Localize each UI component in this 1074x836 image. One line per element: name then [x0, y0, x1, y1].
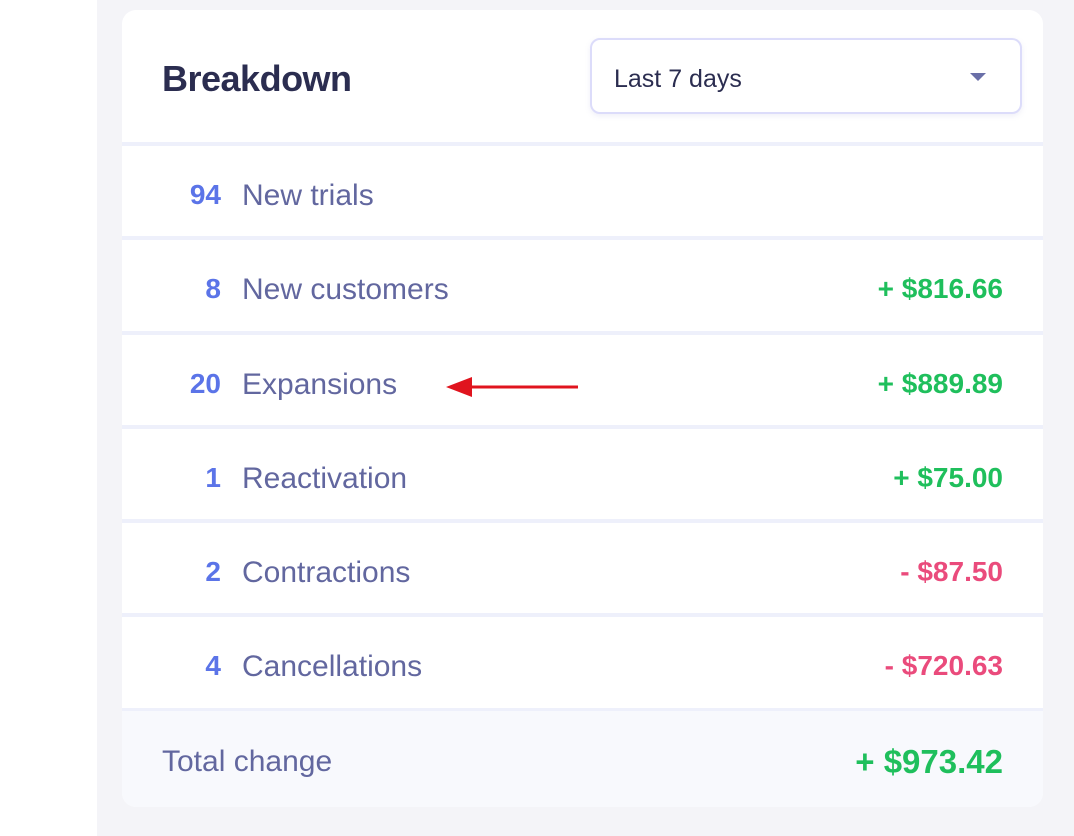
row-count: 20 — [189, 367, 221, 399]
row-amount: - $720.63 — [884, 650, 1003, 682]
row-label: New trials — [242, 179, 374, 212]
row-count: 2 — [205, 556, 221, 588]
row-count: 1 — [205, 461, 221, 493]
row-label: Reactivation — [242, 461, 408, 495]
breakdown-row-cancellations[interactable]: 4 Cancellations - $720.63 — [122, 617, 1043, 712]
breakdown-row-reactivation[interactable]: 1 Reactivation + $75.00 — [122, 429, 1043, 524]
period-select-value: Last 7 days — [614, 65, 742, 93]
row-label: New customers — [242, 273, 449, 307]
breakdown-row-contractions[interactable]: 2 Contractions - $87.50 — [122, 523, 1043, 618]
breakdown-row-new-trials[interactable]: 94 New trials — [122, 146, 1043, 241]
total-change-label: Total change — [162, 745, 333, 778]
breakdown-row-new-customers[interactable]: 8 New customers + $816.66 — [122, 240, 1043, 335]
annotation-arrow-icon — [446, 377, 578, 397]
row-amount: + $816.66 — [877, 273, 1003, 305]
total-change-amount: + $973.42 — [855, 743, 1003, 780]
row-label: Cancellations — [242, 650, 423, 684]
caret-down-icon — [970, 73, 986, 81]
row-amount: + $889.89 — [877, 367, 1003, 399]
row-amount: - $87.50 — [900, 556, 1003, 588]
card-title: Breakdown — [162, 58, 352, 99]
breakdown-row-expansions[interactable]: 20 Expansions + $889.89 — [122, 335, 1043, 429]
period-select[interactable]: Last 7 days — [590, 38, 1022, 114]
breakdown-card: Breakdown Last 7 days 94 New trials 8 Ne… — [122, 10, 1043, 807]
row-count: 4 — [205, 650, 221, 682]
total-change-row: Total change + $973.42 — [122, 711, 1043, 807]
row-label: Expansions — [242, 367, 398, 401]
row-count: 8 — [205, 273, 221, 305]
row-amount: + $75.00 — [893, 461, 1003, 493]
card-header: Breakdown Last 7 days — [122, 10, 1043, 146]
row-label: Contractions — [242, 556, 411, 590]
row-count: 94 — [189, 179, 221, 210]
